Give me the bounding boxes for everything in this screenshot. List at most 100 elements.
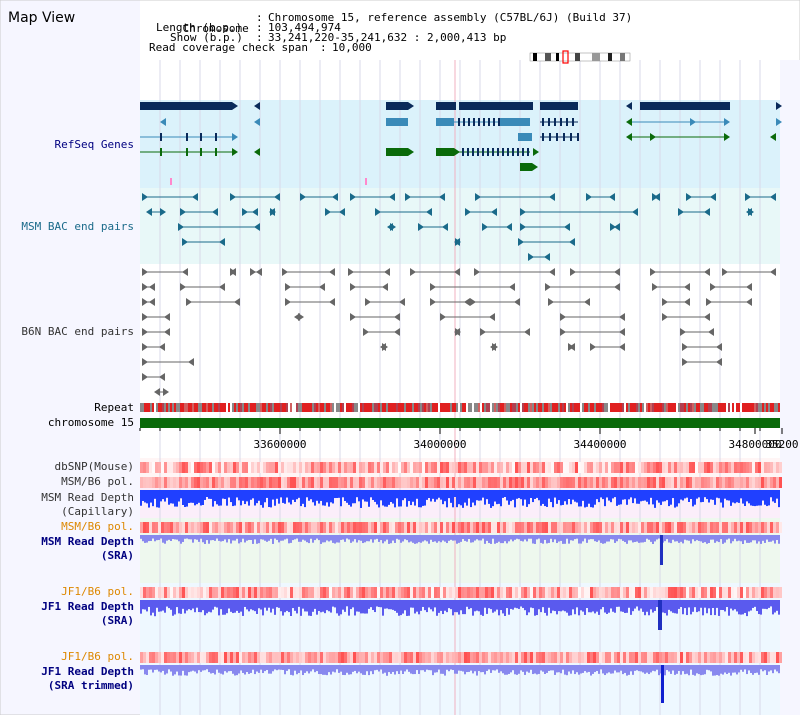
capillary-depth-bar [766,490,768,507]
polymorphism-cell [638,587,641,598]
capillary-depth-bar [612,490,614,499]
jf1-trim-depth-spike [661,665,664,703]
track-label-chromosome[interactable]: chromosome 15 [47,416,134,429]
polymorphism-cell [146,652,149,663]
jf1-trim-depth-bar [776,665,778,672]
track-label-refseq[interactable]: RefSeq Genes [54,138,134,151]
track-label-jf1-b6-pol-2[interactable]: JF1/B6 pol. [61,650,134,663]
capillary-depth-bar [542,490,544,504]
jf1-sra-depth-bar [518,600,520,609]
jf1-trim-depth-bar [212,665,214,674]
track-label-jf1-read-depth-sra[interactable]: JF1 Read Depth (SRA) [41,600,134,627]
msm-sra-depth-bar [378,535,380,542]
msm-sra-depth-bar [230,535,232,544]
polymorphism-cell [404,462,407,473]
jf1-sra-depth-bar [576,600,578,608]
repeat-block [746,403,748,412]
capillary-depth-bar [368,490,370,507]
polymorphism-cell [314,587,317,598]
jf1-trim-depth-bar [548,665,550,671]
track-label-msm-read-depth-sra[interactable]: MSM Read Depth (SRA) [41,535,134,562]
polymorphism-cell [707,522,710,533]
msm-sra-depth-bar [384,535,386,542]
polymorphism-cell [752,587,755,598]
polymorphism-cell [167,652,170,663]
polymorphism-cell [740,522,743,533]
track-label-dbsnp[interactable]: dbSNP(Mouse) [54,460,134,473]
polymorphism-cell [566,522,569,533]
capillary-depth-bar [334,490,336,499]
polymorphism-cell [539,652,542,663]
repeat-block [248,403,250,412]
repeat-block [558,403,560,412]
polymorphism-cell [221,587,224,598]
polymorphism-cell [551,477,554,488]
polymorphism-cell [746,652,749,663]
msm-sra-depth-bar [160,535,162,539]
polymorphism-cell [557,522,560,533]
jf1-sra-depth-bar [618,600,620,607]
polymorphism-cell [371,477,374,488]
b6n-bac-pair-end [708,328,714,336]
repeat-block [380,403,382,412]
repeat-block [420,403,422,412]
polymorphism-cell [560,652,563,663]
polymorphism-cell [488,652,491,663]
jf1-sra-depth-bar [510,600,512,609]
polymorphism-cell [353,462,356,473]
repeat-block [556,403,558,412]
polymorphism-cell [350,462,353,473]
polymorphism-cell [182,587,185,598]
polymorphism-cell [296,587,299,598]
track-label-msm-b6-pol-1[interactable]: MSM/B6 pol. [61,475,134,488]
jf1-trim-depth-bar [386,665,388,676]
track-label-msm-read-depth-capillary[interactable]: MSM Read Depth (Capillary) [41,491,134,518]
msm-sra-depth-bar [530,535,532,539]
polymorphism-cell [470,477,473,488]
jf1-sra-depth-bar [334,600,336,608]
polymorphism-cell [635,522,638,533]
msm-sra-depth-bar [356,535,358,543]
track-label-repeat[interactable]: Repeat [94,401,134,414]
capillary-depth-bar [448,490,450,499]
polymorphism-cell [305,587,308,598]
polymorphism-cell [644,462,647,473]
msm-sra-depth-bar [254,535,256,540]
jf1-sra-depth-bar [162,600,164,611]
polymorphism-cell [632,587,635,598]
msm-bac-pair-end [142,193,148,201]
repeat-block [474,403,476,412]
b6n-bac-pair-end [650,268,656,276]
polymorphism-cell [431,462,434,473]
repeat-block [584,403,586,412]
jf1-trim-depth-bar [334,665,336,673]
msm-sra-depth-bar [658,535,660,539]
polymorphism-cell [740,652,743,663]
capillary-depth-bar [694,490,696,505]
capillary-depth-bar [718,490,720,499]
jf1-trim-depth-bar [772,665,774,674]
polymorphism-cell [668,522,671,533]
track-label-jf1-b6-pol-1[interactable]: JF1/B6 pol. [61,585,134,598]
polymorphism-cell [275,477,278,488]
repeat-block [140,403,142,412]
track-label-jf1-read-depth-trimmed[interactable]: JF1 Read Depth (SRA trimmed) [41,665,134,692]
capillary-depth-bar [228,490,230,498]
jf1-sra-depth-bar [254,600,256,612]
track-label-b6n-bac[interactable]: B6N BAC end pairs [21,325,134,338]
capillary-depth-bar [250,490,252,500]
jf1-sra-depth-bar [160,600,162,612]
b6n-bac-pair-end [662,313,668,321]
capillary-depth-bar [500,490,502,507]
polymorphism-cell [491,477,494,488]
polymorphism-cell [404,587,407,598]
track-label-msm-b6-pol-2[interactable]: MSM/B6 pol. [61,520,134,533]
msm-bac-pair-end [654,193,660,201]
polymorphism-cell [734,477,737,488]
msm-sra-depth-bar [366,535,368,542]
gene-exon-tick [483,118,485,126]
jf1-trim-depth-bar [336,665,338,670]
track-label-msm-bac[interactable]: MSM BAC end pairs [21,220,134,233]
jf1-sra-depth-bar [448,600,450,609]
